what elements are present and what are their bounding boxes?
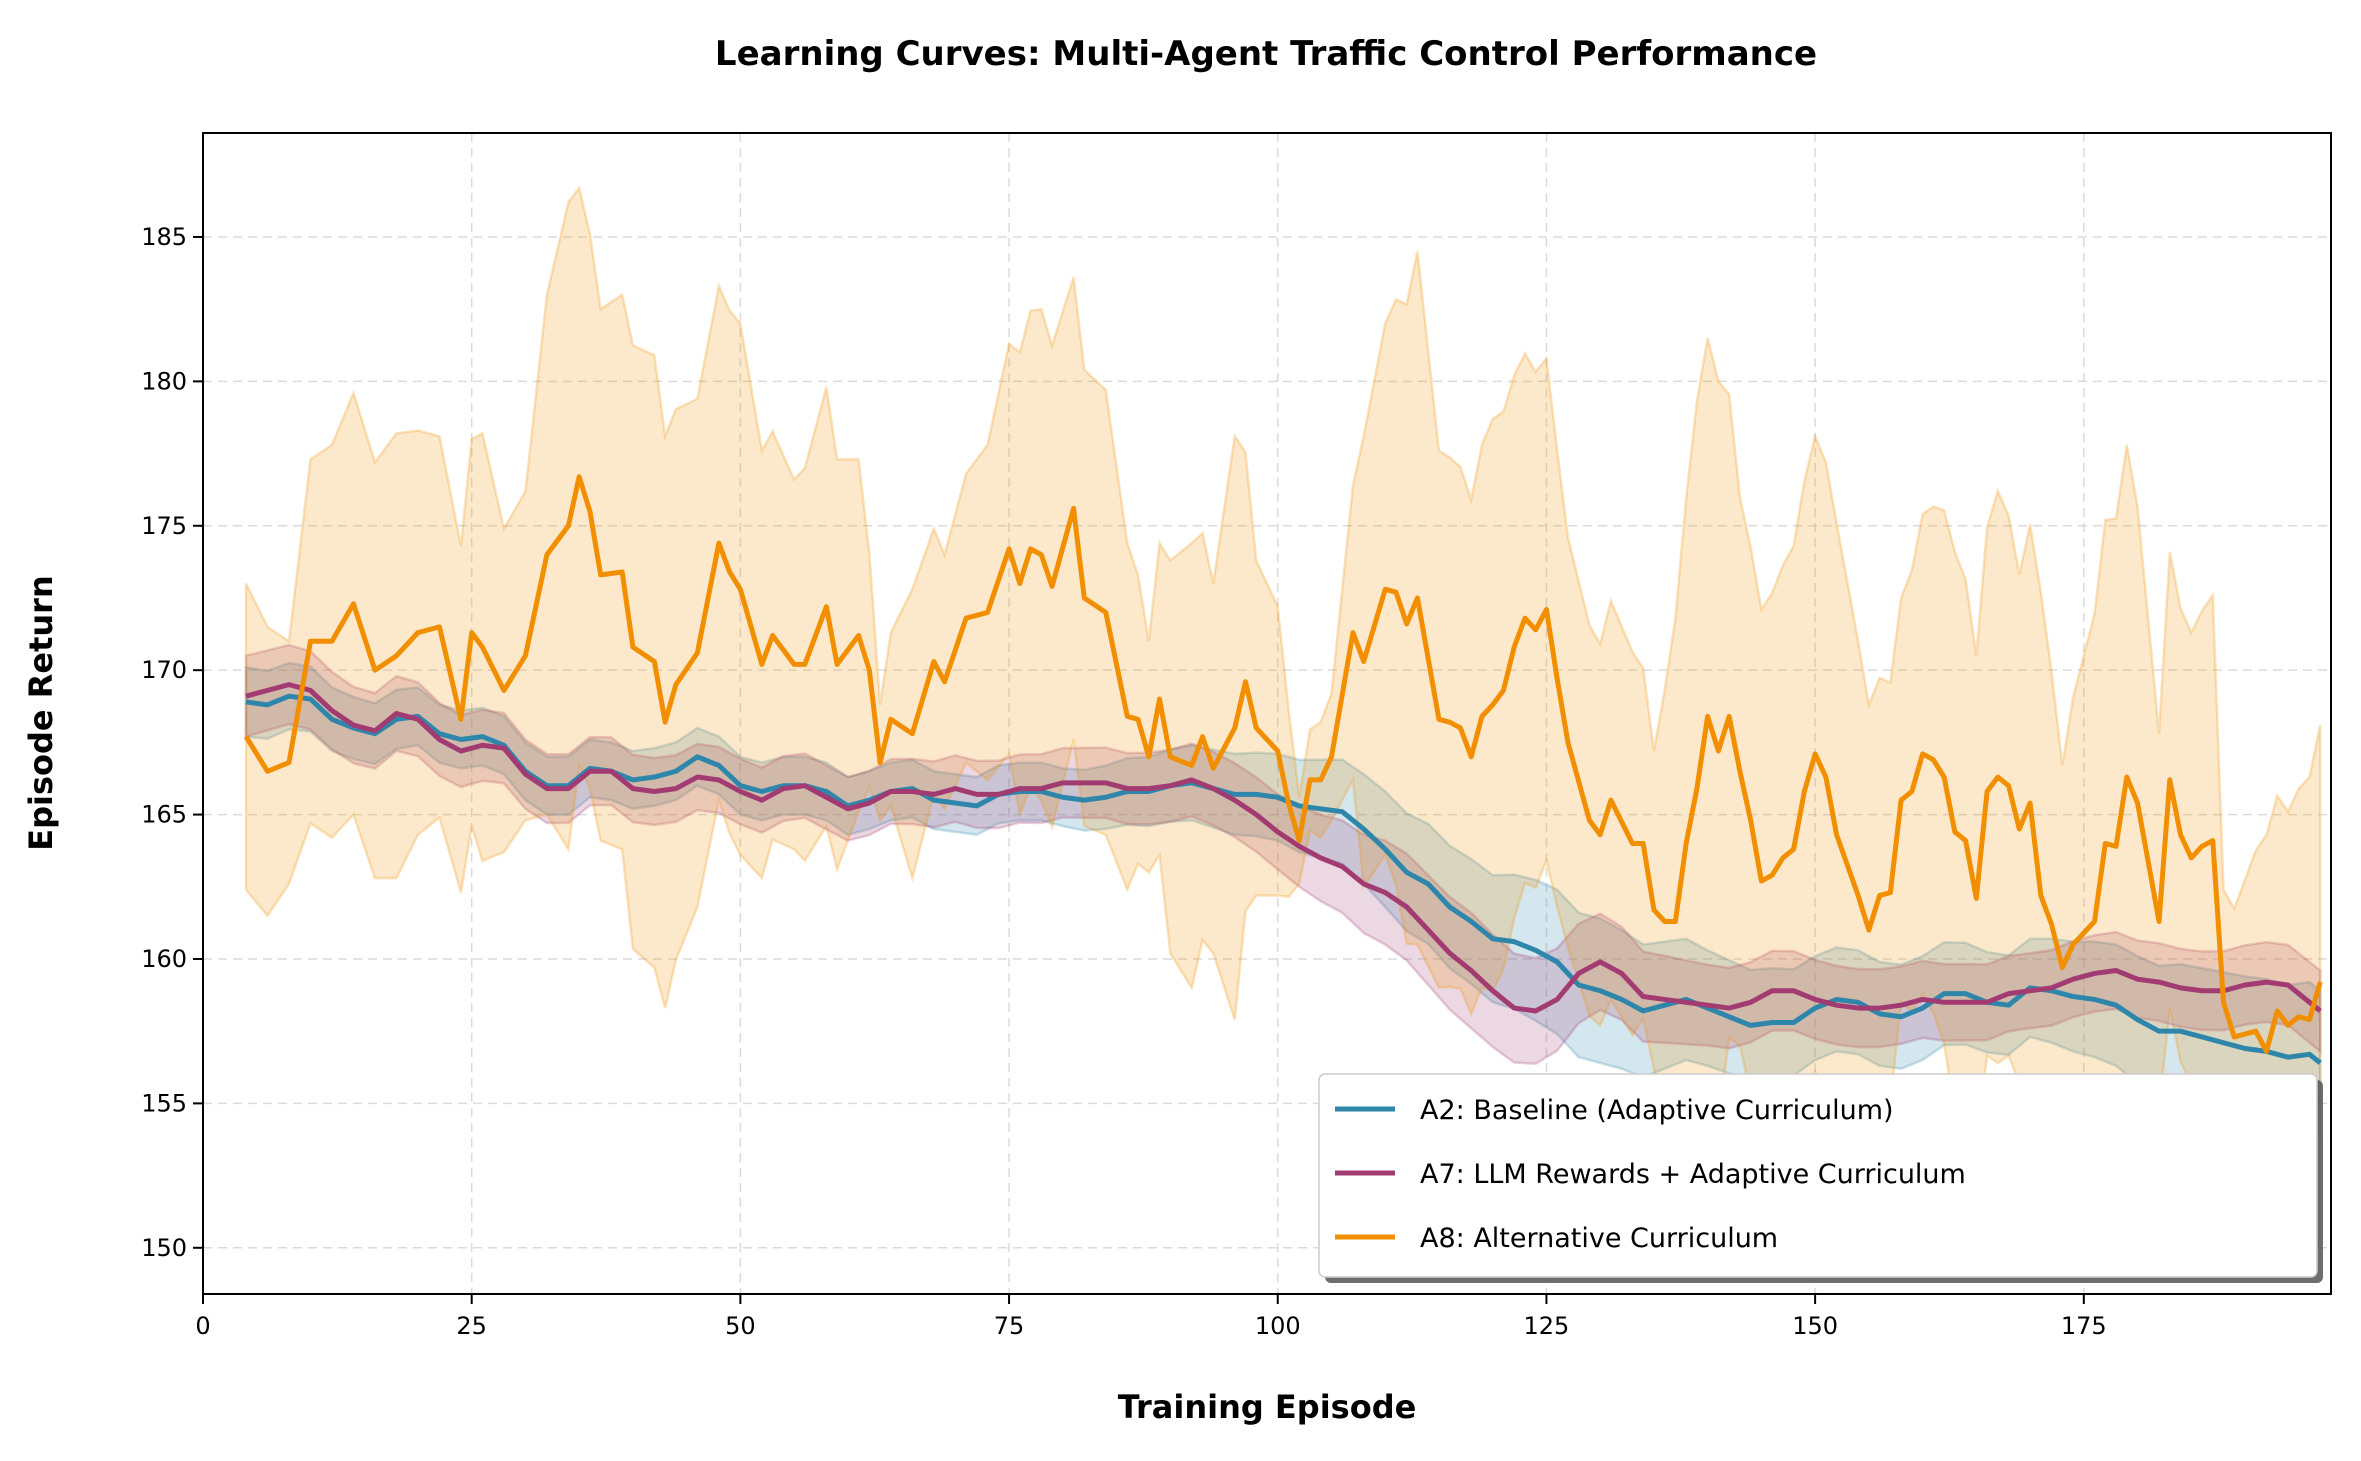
y-tick-label: 170 — [141, 656, 187, 684]
x-tick-label: 25 — [456, 1312, 487, 1340]
x-axis-label: Training Episode — [1118, 1388, 1417, 1426]
y-axis-ticks: 150 155 160 165 170 175 180 185 — [141, 223, 203, 1262]
y-tick-label: 185 — [141, 223, 187, 251]
y-tick-label: 175 — [141, 512, 187, 540]
y-tick-label: 150 — [141, 1234, 187, 1262]
x-tick-label: 0 — [195, 1312, 210, 1340]
legend: A2: Baseline (Adaptive Curriculum) A7: LL… — [1318, 1073, 2323, 1283]
x-tick-label: 125 — [1524, 1312, 1570, 1340]
x-tick-label: 175 — [2061, 1312, 2107, 1340]
x-tick-label: 75 — [994, 1312, 1025, 1340]
x-tick-label: 50 — [725, 1312, 756, 1340]
line-series-2 — [245, 682, 2322, 1014]
y-tick-label: 160 — [141, 945, 187, 973]
line-series-3 — [243, 474, 2323, 1054]
legend-box — [1318, 1073, 2318, 1278]
series-lines — [243, 474, 2323, 1065]
y-axis-label: Episode Return — [22, 575, 60, 851]
y-tick-label: 155 — [141, 1089, 187, 1117]
chart-title: Learning Curves: Multi-Agent Traffic Con… — [715, 34, 1817, 74]
legend-label-2: A7: LLM Rewards + Adaptive Curriculum — [1420, 1159, 1966, 1190]
legend-label-3: A8: Alternative Curriculum — [1420, 1223, 1778, 1254]
x-tick-label: 150 — [1792, 1312, 1838, 1340]
x-tick-label: 100 — [1255, 1312, 1301, 1340]
y-tick-label: 180 — [141, 367, 187, 395]
x-axis-ticks: 0 25 50 75 100 125 150 175 — [195, 1294, 2107, 1340]
std-band-series-2 — [244, 643, 2322, 1066]
legend-label-1: A2: Baseline (Adaptive Curriculum) — [1420, 1095, 1894, 1126]
y-tick-label: 165 — [141, 801, 187, 829]
plot-frame — [202, 132, 2332, 1295]
